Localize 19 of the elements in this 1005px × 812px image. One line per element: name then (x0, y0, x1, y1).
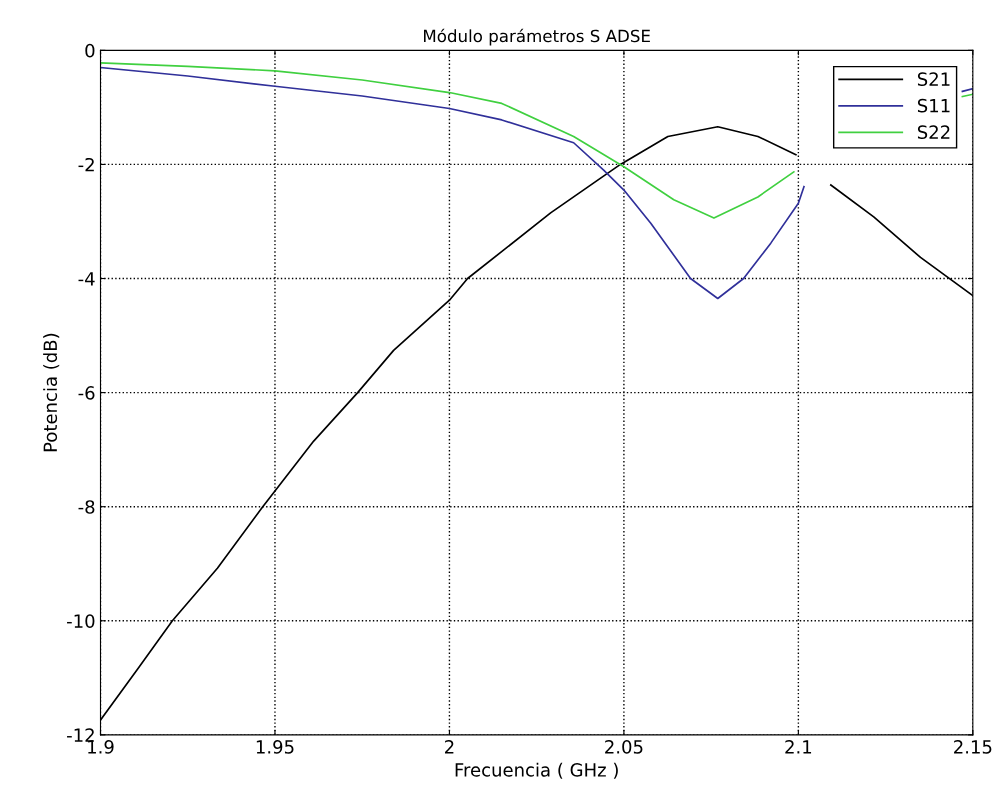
y-tick-label: 0 (85, 43, 95, 58)
x-tick-label: 1.95 (256, 740, 294, 754)
x-tick-label: 2.05 (605, 740, 643, 754)
y-tick-label: -8 (78, 500, 95, 514)
y-tick-label: -6 (78, 386, 95, 400)
legend-label: S21 (917, 72, 950, 86)
y-tick-label: -2 (78, 157, 94, 172)
y-tick-label: -10 (67, 614, 95, 628)
legend-label: S11 (917, 98, 950, 113)
y-tick-label: -4 (78, 272, 95, 286)
x-axis-title: Frecuencia ( GHz ) (455, 762, 618, 779)
chart-title: Módulo parámetros S ADSE (424, 28, 650, 46)
legend-label: S22 (917, 125, 950, 139)
x-tick-label: 1.9 (88, 740, 114, 754)
y-axis-title: Potencia (dB) (43, 333, 60, 452)
y-tick-label: -12 (67, 728, 94, 742)
x-tick-label: 2 (445, 740, 454, 754)
x-tick-label: 2.15 (954, 740, 992, 754)
x-tick-label: 2.1 (785, 740, 812, 754)
